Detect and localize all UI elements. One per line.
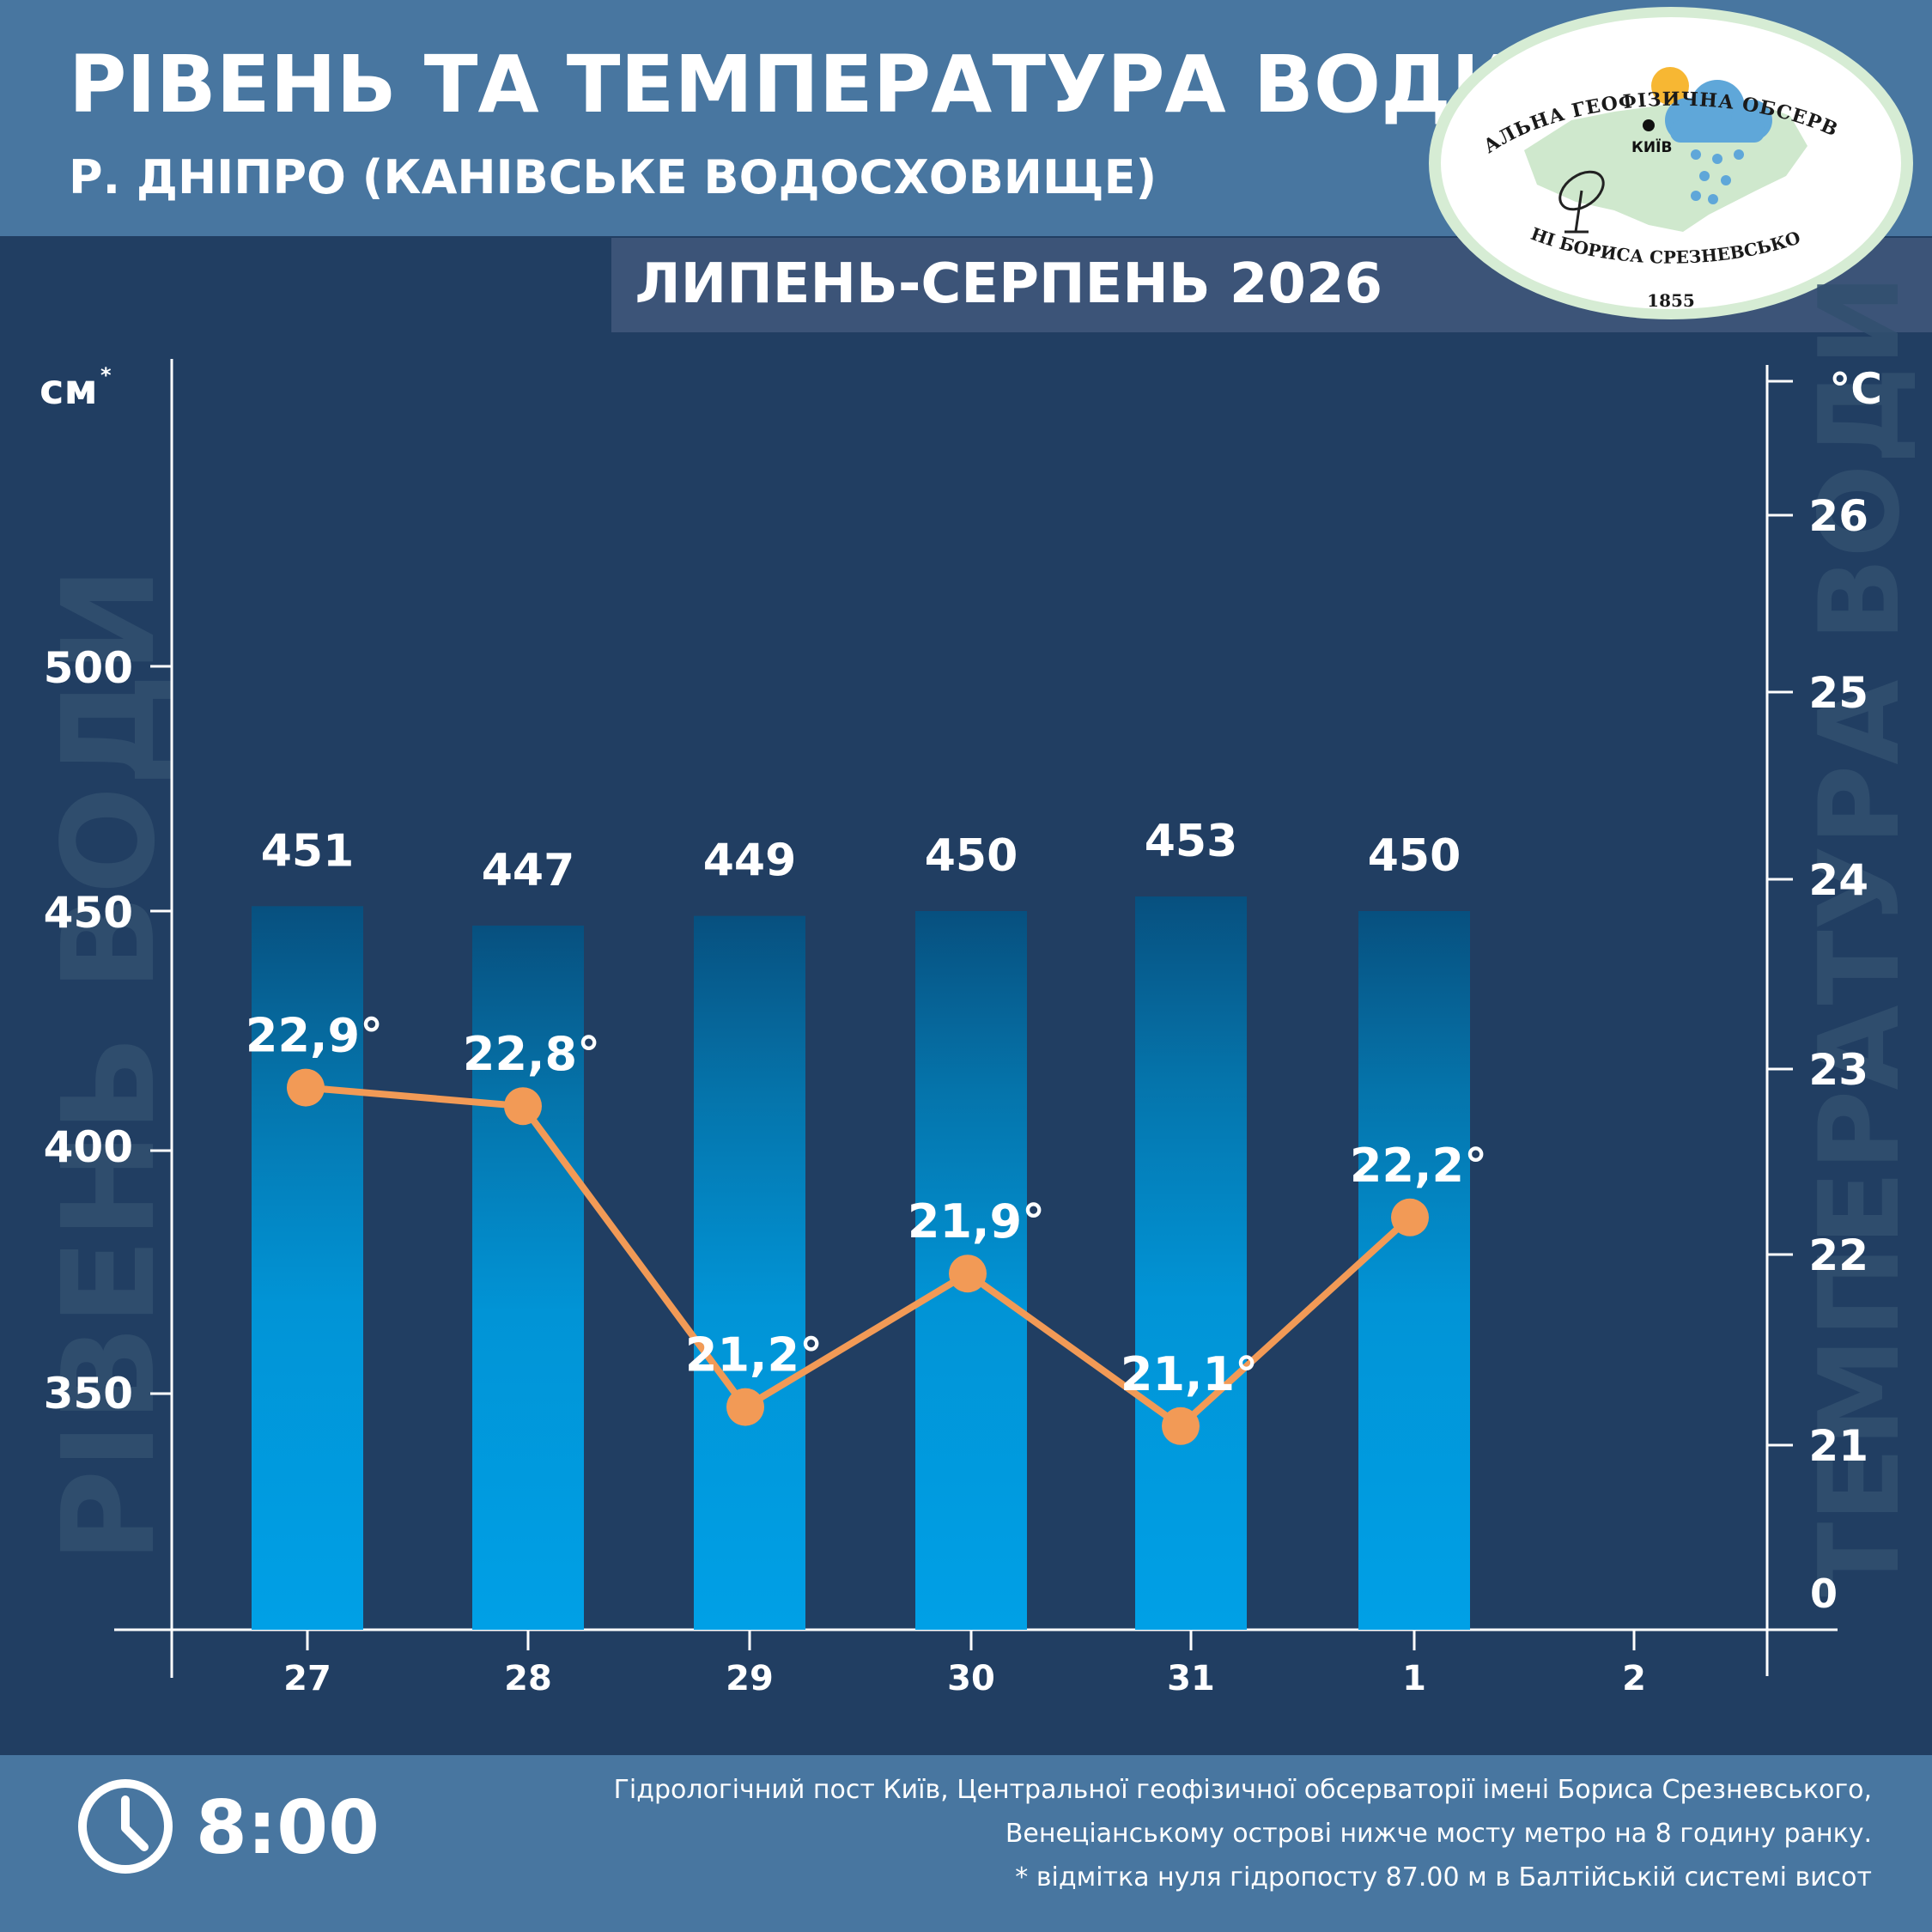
temperature-line-layer: 22,9° 22,8° 21,2° 21,9° 21,1° 22,2° xyxy=(246,1009,1487,1445)
page-title: РІВЕНЬ ТА ТЕМПЕРАТУРА ВОДИ xyxy=(69,39,1517,131)
right-tick-label: 21 xyxy=(1808,1421,1868,1471)
clock-icon xyxy=(78,1779,173,1874)
water-level-label: 449 xyxy=(703,835,797,887)
water-level-bar xyxy=(694,915,805,1630)
temperature-point xyxy=(1391,1198,1429,1236)
temperature-point xyxy=(504,1087,542,1126)
time-label: 8:00 xyxy=(196,1785,380,1871)
temperature-line xyxy=(305,1084,1413,1430)
left-side-label: РІВЕНЬ ВОДИ xyxy=(35,567,183,1563)
water-level-bar xyxy=(472,925,584,1630)
water-level-label: 453 xyxy=(1145,816,1238,867)
bars-layer: 451 447 449 450 453 450 xyxy=(252,816,1470,1630)
x-tick-label: 2 xyxy=(1622,1659,1646,1698)
right-axis-unit: °С xyxy=(1829,364,1882,414)
left-tick-label: 350 xyxy=(44,1369,133,1419)
temperature-point xyxy=(287,1068,325,1107)
temperature-label: 22,2° xyxy=(1350,1139,1487,1193)
logo-city: КИЇВ xyxy=(1631,137,1672,156)
temperature-label: 22,9° xyxy=(246,1009,383,1063)
water-level-label: 450 xyxy=(1368,830,1461,882)
left-axis-unit: см xyxy=(39,366,98,414)
left-tick-label: 500 xyxy=(44,643,133,693)
left-tick-label: 400 xyxy=(44,1122,133,1172)
water-level-label: 447 xyxy=(482,845,575,896)
left-tick-label: 450 xyxy=(44,888,133,938)
right-tick-label: 22 xyxy=(1808,1230,1868,1280)
x-tick-label: 27 xyxy=(283,1659,331,1698)
left-ticks: 500 450 400 350 xyxy=(44,643,172,1419)
water-level-bar xyxy=(1358,911,1470,1630)
period-label: ЛИПЕНЬ-СЕРПЕНЬ 2026 xyxy=(635,252,1382,316)
x-tick-label: 29 xyxy=(726,1659,774,1698)
x-tick-labels: 27 28 29 30 31 1 2 xyxy=(283,1630,1646,1698)
temperature-label: 21,1° xyxy=(1121,1347,1258,1401)
water-level-label: 450 xyxy=(925,830,1018,882)
water-level-label: 451 xyxy=(261,825,355,877)
temperature-point xyxy=(726,1388,764,1426)
left-axis-unit-mark: * xyxy=(100,363,112,387)
temperature-point xyxy=(949,1255,987,1293)
x-tick-label: 30 xyxy=(947,1659,995,1698)
footer-note-line: Гідрологічний пост Київ, Центральної гео… xyxy=(614,1775,1872,1805)
cloud-icon xyxy=(1665,80,1772,143)
x-tick-label: 28 xyxy=(504,1659,552,1698)
footer-note-line: Венеціанському острові нижче мосту метро… xyxy=(1005,1819,1872,1849)
right-tick-label: 25 xyxy=(1808,668,1868,718)
right-tick-label: 0 xyxy=(1810,1571,1838,1617)
footer-note-line: * відмітка нуля гідропосту 87.00 м в Бал… xyxy=(1015,1862,1872,1893)
right-side-label: ТЕМПЕРАТУРА ВОДИ xyxy=(1796,275,1924,1598)
sun-icon xyxy=(1651,67,1689,105)
temperature-label: 21,2° xyxy=(685,1328,823,1382)
temperature-label: 22,8° xyxy=(463,1027,600,1081)
x-tick-label: 31 xyxy=(1167,1659,1215,1698)
right-tick-label: 23 xyxy=(1808,1045,1868,1095)
right-ticks: 26 25 24 23 22 21 0 xyxy=(1767,380,1868,1617)
rain-icon xyxy=(1691,149,1744,204)
logo-year: 1855 xyxy=(1647,290,1695,311)
antenna-icon xyxy=(1558,170,1605,234)
city-marker-icon xyxy=(1643,119,1655,131)
page-subtitle: Р. ДНІПРО (КАНІВСЬКЕ ВОДОСХОВИЩЕ) xyxy=(69,150,1157,204)
temperature-point xyxy=(1162,1406,1200,1445)
right-tick-label: 26 xyxy=(1808,491,1868,541)
water-level-bar xyxy=(252,906,363,1630)
right-tick-label: 24 xyxy=(1808,855,1868,905)
temperature-label: 21,9° xyxy=(908,1194,1045,1249)
footer-band xyxy=(0,1755,1932,1932)
x-tick-label: 1 xyxy=(1402,1659,1426,1698)
water-level-bar xyxy=(1135,896,1247,1630)
